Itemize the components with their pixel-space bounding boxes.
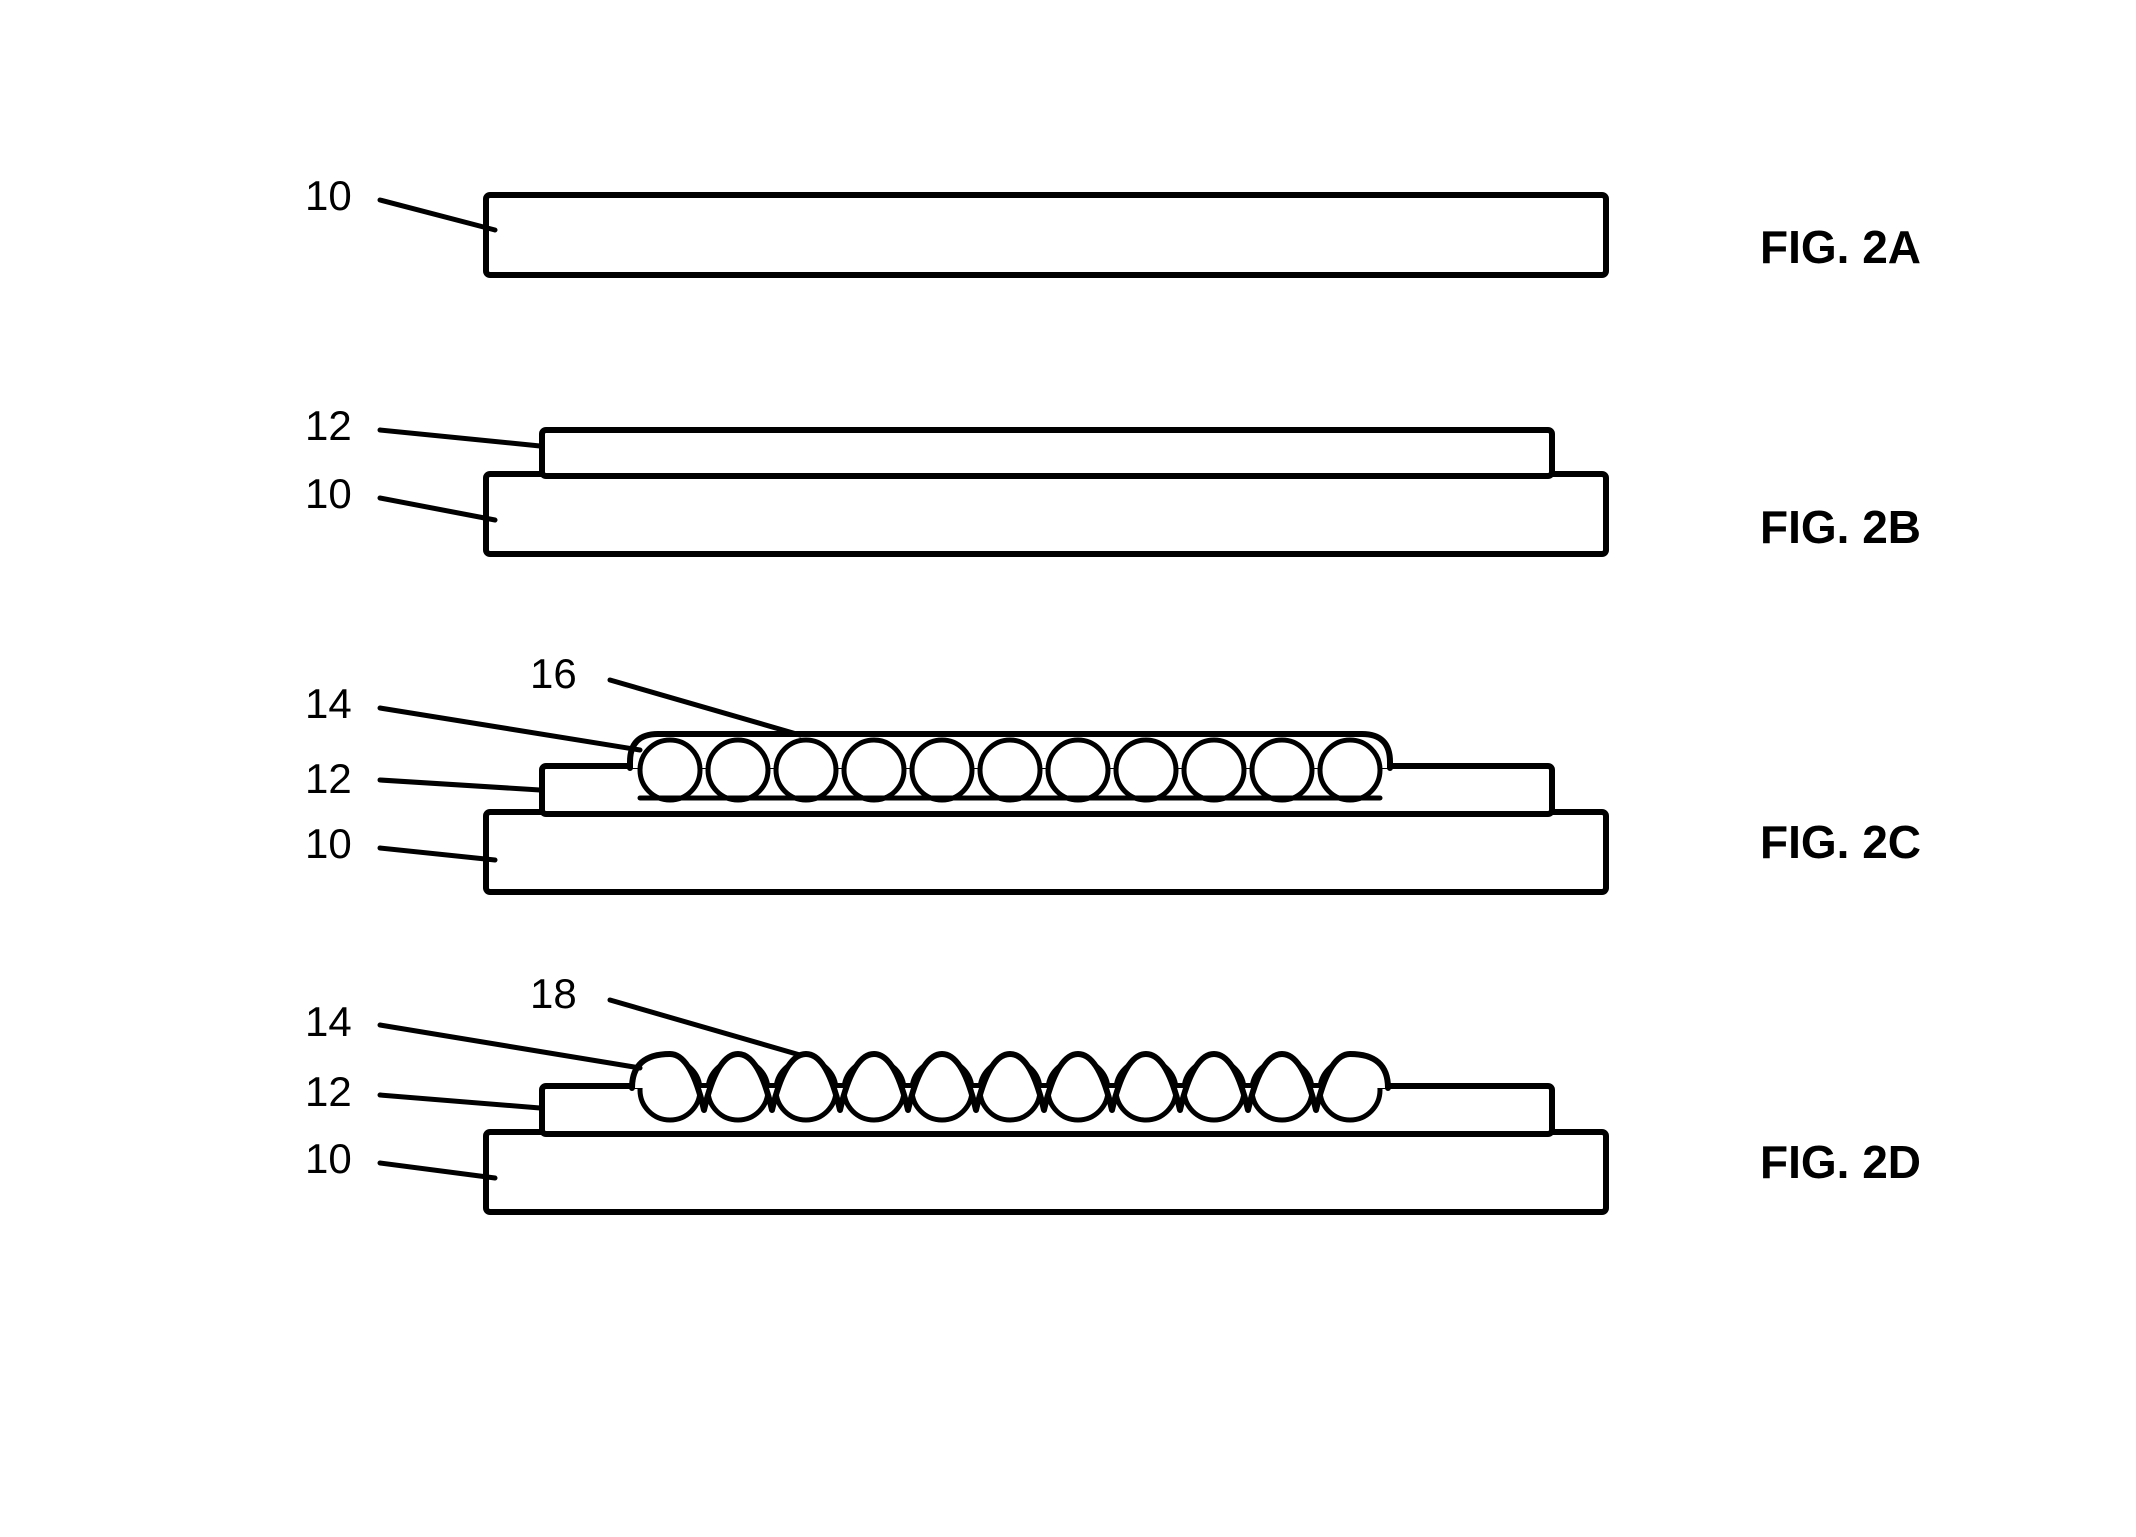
fig2d-title: FIG. 2D [1760,1135,1921,1189]
fig2d-label-10: 10 [305,1135,352,1183]
diagram-canvas: 10 FIG. 2A 12 10 FIG. 2B 16 14 12 10 FIG… [0,0,2136,1537]
fig2d-label-18: 18 [530,970,577,1018]
fig2d-label-14: 14 [305,998,352,1046]
fig2d-label-12: 12 [305,1068,352,1116]
fig2d-leaders [0,0,2136,1537]
